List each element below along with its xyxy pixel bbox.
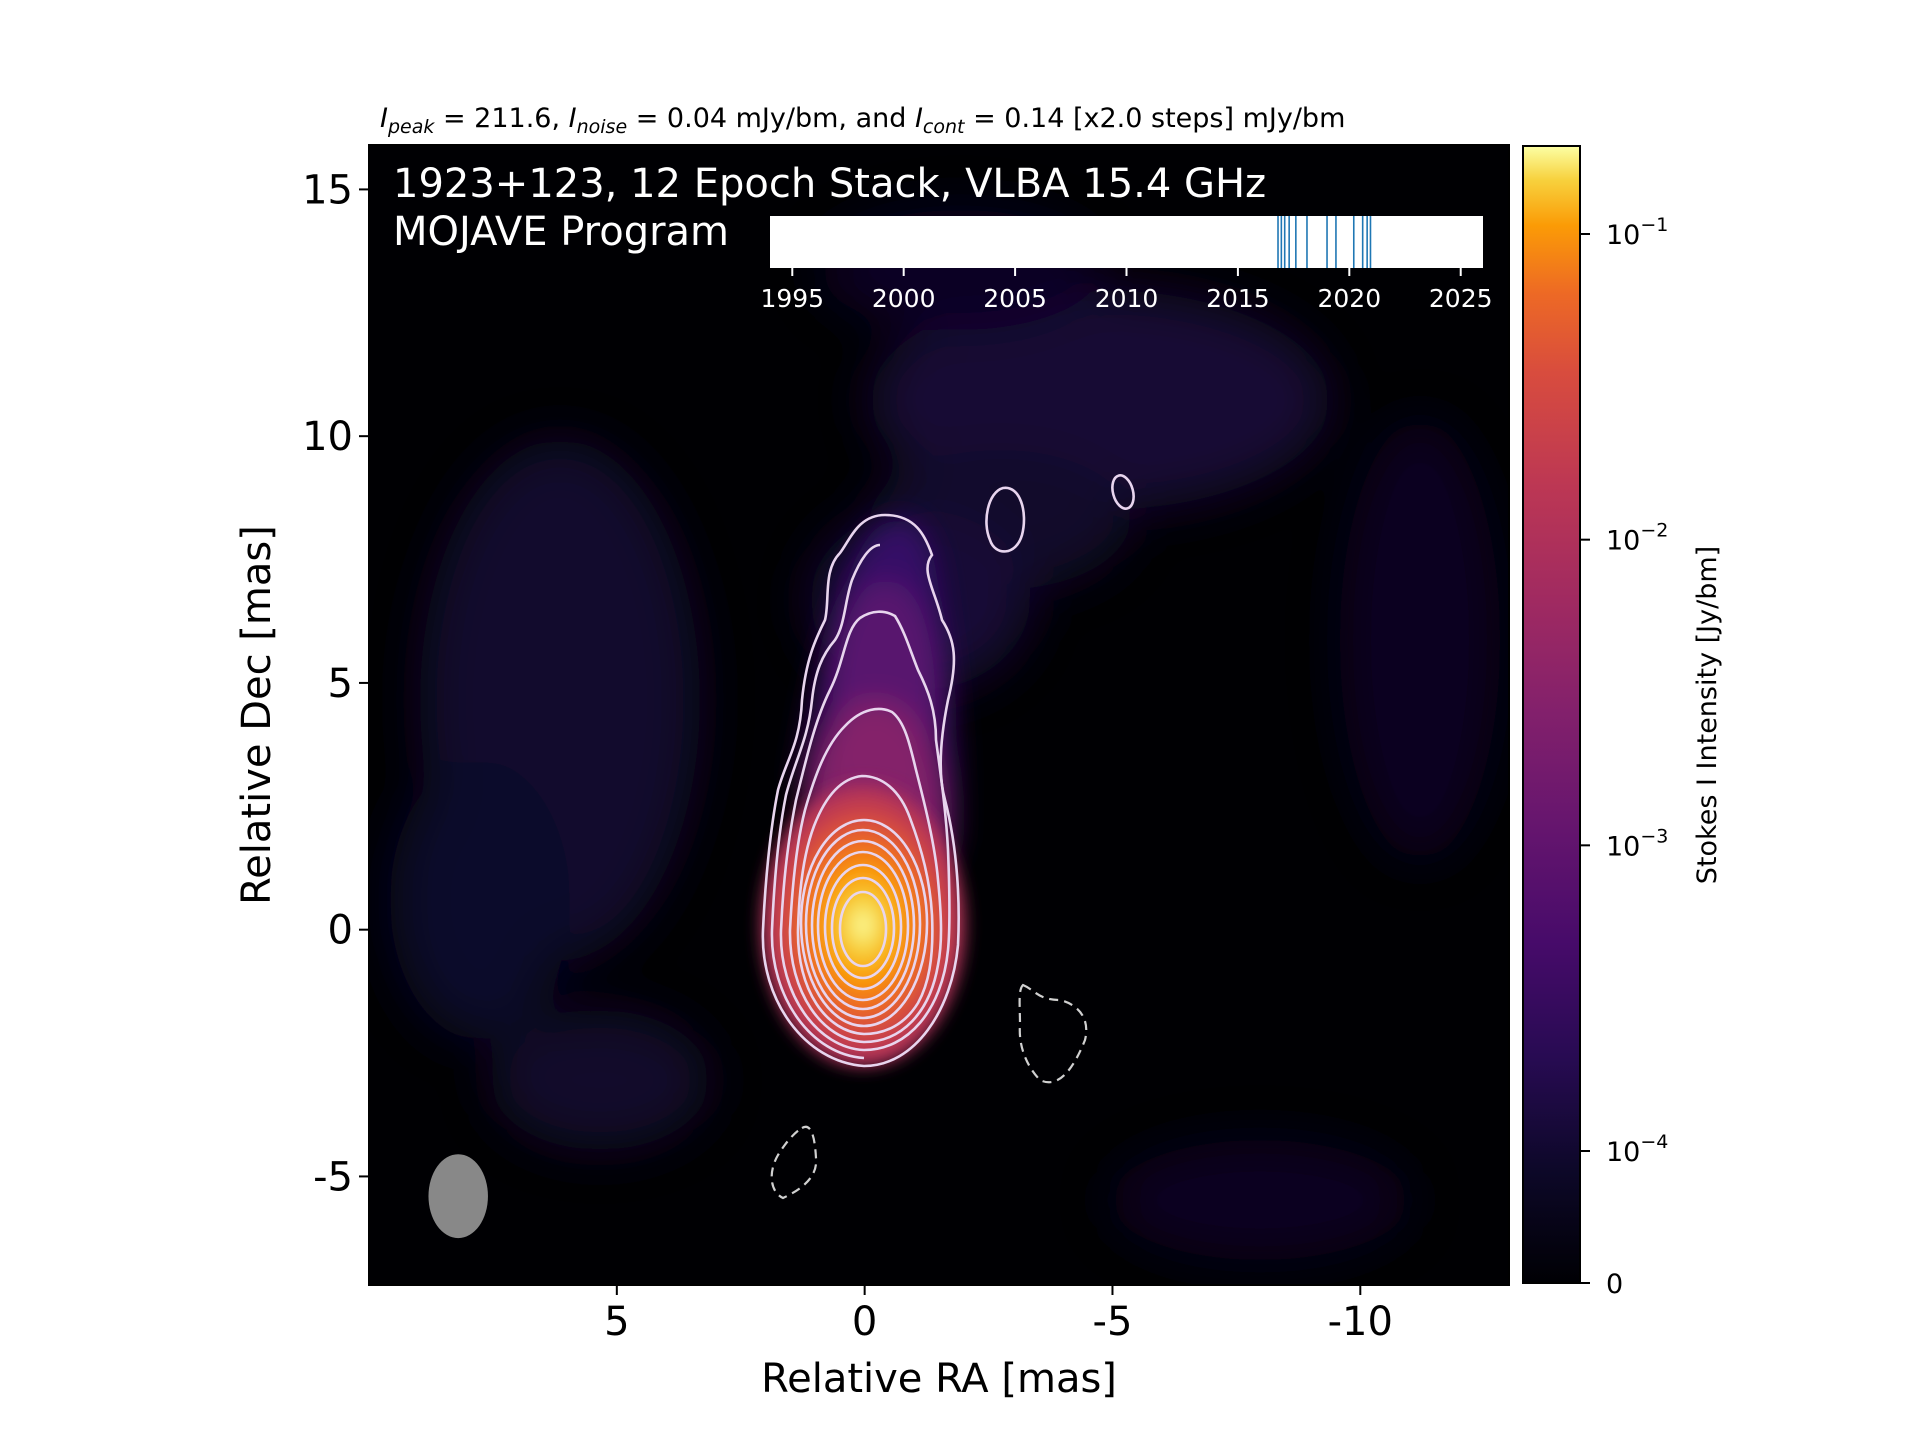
epoch-tick-label: 2005 [983,284,1047,313]
colorbar-tick-label: 10−3 [1606,825,1668,862]
colorbar-tick-label: 10−4 [1606,1131,1668,1168]
contour-7 [804,828,922,1020]
peak-text: = 211.6, [434,103,568,134]
beam-ellipse [428,1154,488,1239]
noise-subscript: noise [577,116,628,138]
x-axis-ticks: 5 0 -5 -10 [604,1285,1393,1345]
colorbar: 10−1 10−2 10−3 10−4 0 Stokes I Intensity [Jy… [1522,145,1723,1300]
contour-8 [810,839,916,1011]
epoch-tick-label: 2000 [872,284,936,313]
epoch-tick-label: 2010 [1095,284,1159,313]
y-tick-label: 5 [328,661,353,707]
contour-5 [796,774,934,1036]
epoch-ticks: 1995 2000 2005 2010 2015 2020 2025 [760,268,1493,313]
contour-10 [823,863,903,991]
contour-island-1 [985,486,1026,553]
noise-text: = 0.04 mJy/bm, and [627,103,915,134]
y-tick-label: -5 [313,1154,353,1200]
y-tick-label: 10 [302,414,353,460]
y-axis-ticks: 15 10 5 0 -5 [302,167,369,1200]
epoch-tick-label: 2015 [1206,284,1270,313]
epoch-timeline: 1995 2000 2005 2010 2015 2020 2025 [760,216,1493,313]
epoch-tick-label: 2025 [1429,284,1493,313]
cont-subscript: cont [923,116,966,138]
diffuse-emission [390,210,1500,1260]
contour-island-2 [1111,474,1135,510]
source-title: 1923+123, 12 Epoch Stack, VLBA 15.4 GHz [393,161,1266,207]
x-tick-label: -10 [1328,1299,1393,1345]
colorbar-tick-label: 0 [1606,1269,1623,1300]
negative-contour-1 [1018,983,1088,1084]
negative-contours [770,983,1088,1200]
peak-symbol: I [380,103,388,134]
y-axis-label: Relative Dec [mas] [234,525,280,905]
epoch-timeline-box [770,216,1483,268]
cont-text: = 0.14 [x2.0 steps] mJy/bm [964,103,1345,134]
contour-9 [816,850,910,1002]
y-tick-label: 0 [328,908,353,954]
negative-contour-2 [770,1125,818,1200]
x-tick-label: -5 [1093,1299,1133,1345]
x-axis-label: Relative RA [mas] [761,1356,1117,1402]
contour-4 [788,707,943,1044]
epoch-lines [1277,216,1372,268]
colorbar-gradient [1522,145,1581,1284]
epoch-tick-label: 2020 [1318,284,1382,313]
contours [761,474,1135,1068]
x-tick-label: 0 [852,1299,877,1345]
program-title: MOJAVE Program [393,209,729,255]
colorbar-ticks: 10−1 10−2 10−3 10−4 0 [1580,214,1668,1300]
contour-outer [761,513,960,1068]
image-panel: 1923+123, 12 Epoch Stack, VLBA 15.4 GHz … [369,145,1509,1285]
colorbar-tick-label: 10−1 [1606,214,1668,251]
colorbar-tick-label: 10−2 [1606,520,1668,557]
y-tick-label: 15 [302,167,353,213]
peak-subscript: peak [387,116,435,138]
epoch-tick-label: 1995 [760,284,824,313]
plot-frame [368,144,1510,1286]
noise-symbol: I [569,103,577,134]
x-tick-label: 5 [604,1299,629,1345]
contour-2 [770,543,881,1060]
colorbar-label: Stokes I Intensity [Jy/bm] [1692,546,1723,884]
contour-6 [799,818,929,1028]
contour-12 [838,890,888,968]
cont-symbol: I [915,103,923,134]
chart-header: Ipeak = 211.6, Inoise = 0.04 mJy/bm, and… [380,103,1345,138]
contour-3 [779,610,951,1052]
contour-11 [830,876,896,980]
